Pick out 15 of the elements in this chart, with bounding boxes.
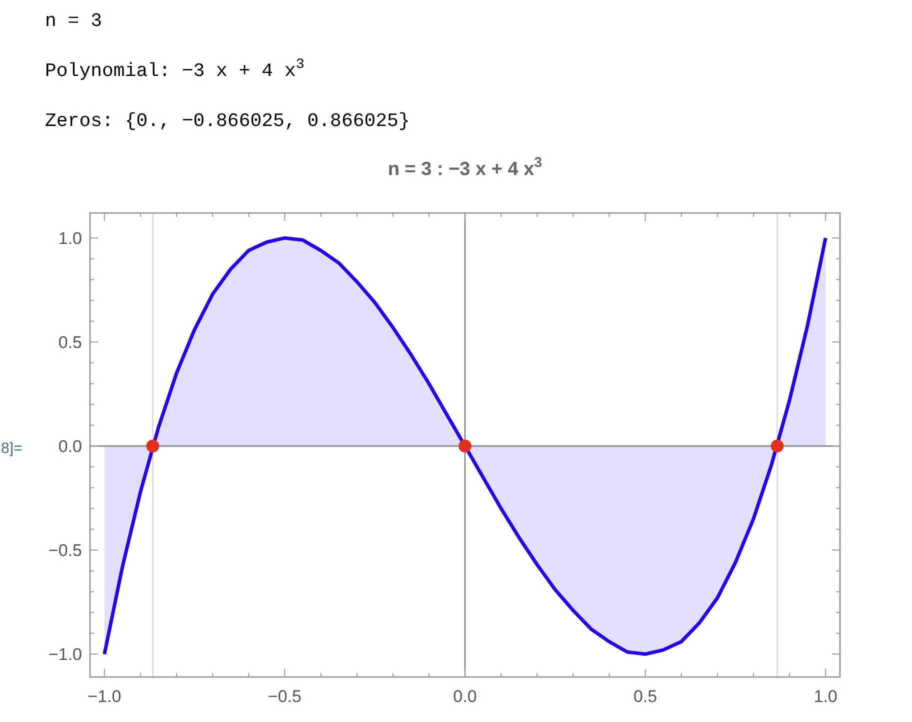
x-tick-label: −0.5 <box>268 687 302 706</box>
x-tick-label: −1.0 <box>88 687 122 706</box>
y-tick-label: 0.5 <box>58 333 82 352</box>
x-tick-label: 0.5 <box>633 687 658 706</box>
y-tick-label: 1.0 <box>58 228 82 248</box>
text: 8]= <box>1 440 23 457</box>
chart-title: n = 3 : −3 x + 4 x$^{3}$ <box>388 155 542 180</box>
y-tick-label: −1.0 <box>48 645 82 664</box>
x-tick-label: 1.0 <box>814 687 838 706</box>
text: Zeros: {0., −0.866025, 0.866025} <box>45 110 410 132</box>
y-tick-label: 0.0 <box>58 437 82 456</box>
y-tick-label: −0.5 <box>48 541 82 560</box>
text: n = 3 <box>45 10 102 32</box>
x-tick-label: 0.0 <box>453 687 477 706</box>
text: Polynomial: −3 x + 4 x$^{3}$ <box>45 57 304 82</box>
